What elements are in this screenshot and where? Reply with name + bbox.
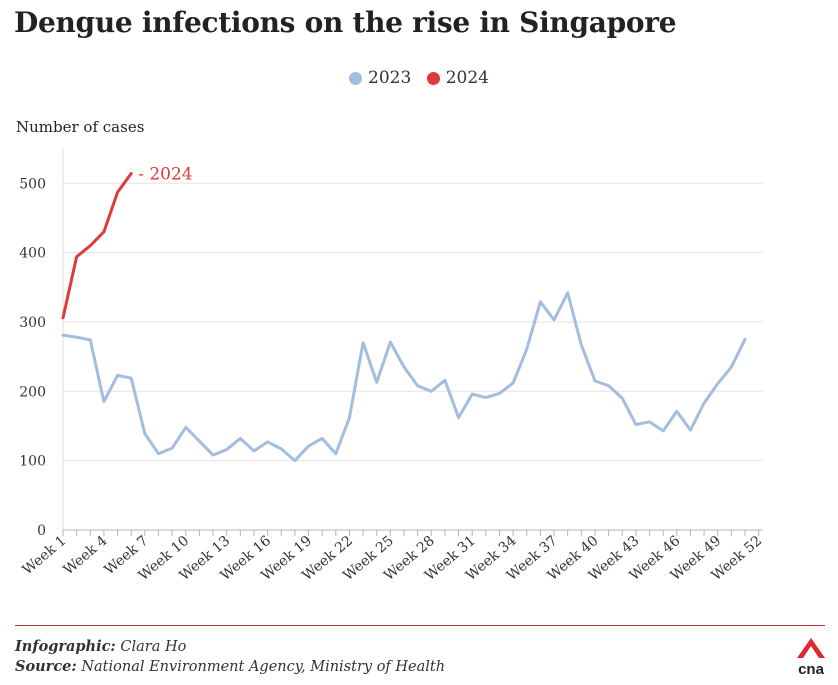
footer-divider — [15, 625, 825, 626]
source-credit-label: Source: — [15, 658, 77, 675]
y-tick-label: 400 — [19, 246, 46, 262]
legend-label-2024: 2024 — [445, 68, 489, 88]
x-tick-label: Week 4 — [61, 533, 111, 579]
infographic-credit-value: Clara Ho — [120, 639, 187, 655]
legend-swatch-2023 — [349, 71, 363, 85]
svg-text:cna: cna — [798, 661, 825, 678]
page-title: Dengue infections on the rise in Singapo… — [14, 6, 677, 39]
infographic-credit-label: Infographic: — [15, 638, 116, 655]
legend-swatch-2024 — [426, 71, 440, 85]
y-axis-label: Number of cases — [16, 118, 145, 136]
x-tick-label: Week 1 — [20, 533, 70, 578]
cna-logo: cna — [797, 638, 825, 678]
chart-legend: 2023 2024 — [0, 68, 838, 90]
series-line-2024 — [61, 172, 133, 320]
y-tick-label: 500 — [19, 176, 46, 192]
y-tick-label: 100 — [19, 454, 46, 470]
y-tick-label: 300 — [19, 315, 46, 331]
legend-label-2023: 2023 — [368, 68, 412, 88]
series-annotation-2024: - 2024 — [138, 165, 192, 185]
y-tick-label: 200 — [19, 384, 46, 400]
series-line-2023 — [61, 291, 747, 463]
legend-item-2024[interactable]: 2024 — [426, 68, 489, 88]
legend-item-2023[interactable]: 2023 — [349, 68, 411, 88]
infographic-credit: Infographic: Clara Ho — [15, 638, 186, 655]
source-credit-value: National Environment Agency, Ministry of… — [81, 659, 446, 675]
source-credit: Source: National Environment Agency, Min… — [15, 658, 445, 675]
y-tick-label: 0 — [37, 523, 46, 539]
